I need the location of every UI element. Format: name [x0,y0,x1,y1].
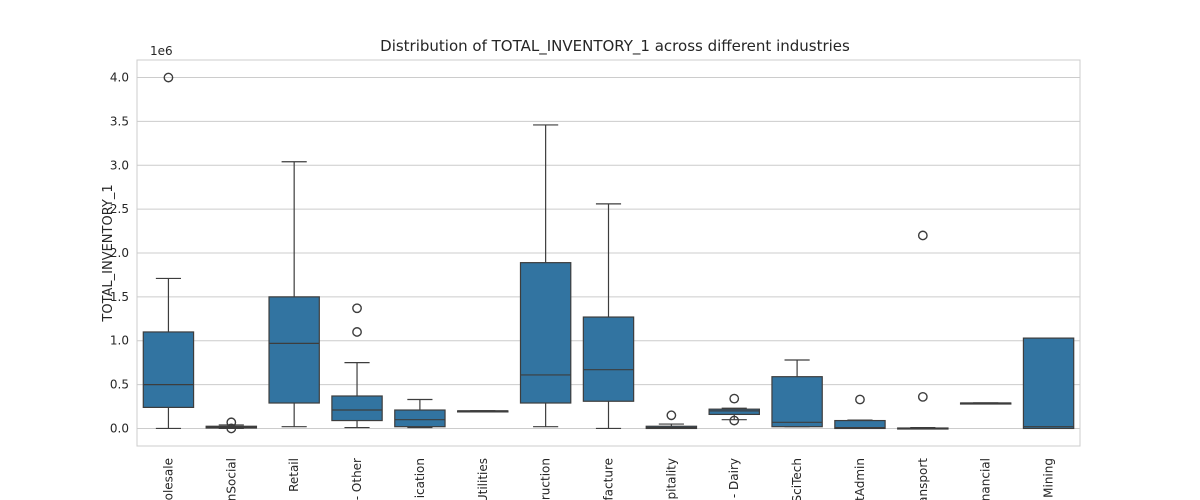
box-10 [708,393,760,426]
y-tick-label: 0.0 [110,421,129,435]
outlier-point [163,72,174,83]
boxes-layer [142,72,1075,434]
x-tick-label: truction [539,458,553,500]
box-4 [331,303,383,429]
box-body [394,409,446,428]
y-tick-label: 3.0 [110,158,129,172]
box-15 [1022,337,1075,430]
y-tick-label: 1.5 [110,290,129,304]
x-tick-label: nancial [979,458,993,500]
y-tick-label: 2.0 [110,246,129,260]
x-tick-label: nSocial [224,458,238,500]
box-body [331,395,383,422]
x-tick-label: facture [602,458,616,500]
box-5 [394,398,446,429]
box-body [519,262,572,404]
box-2 [205,417,258,434]
y-tick-labels: 0.0 0.5 1.0 1.5 2.0 2.5 3.0 3.5 4.0 [110,71,129,436]
box-body [771,376,823,428]
outlier-point [352,303,362,314]
box-3 [268,161,320,428]
outlier-point [352,327,362,337]
y-tick-label: 1.0 [110,334,129,348]
x-tick-label: Mining [1042,458,1056,498]
x-tick-label: tAdmin [853,458,867,500]
box-body [142,331,195,409]
x-tick-label: ication [413,458,427,498]
outlier-point [226,417,237,428]
box-body [268,296,320,404]
outlier-point [917,230,928,241]
x-tick-label: Utilities [476,458,490,500]
y-offset-label: 1e6 [150,44,173,58]
y-tick-label: 0.5 [110,378,129,392]
chart-title: Distribution of TOTAL_INVENTORY_1 across… [380,37,850,56]
y-tick-label: 3.5 [110,114,129,128]
plot-frame [136,59,1081,447]
y-tick-label: 4.0 [110,71,129,85]
box-13 [897,230,949,430]
box-9 [645,410,698,430]
y-axis-label: TOTAL_INVENTORY_1 [101,184,116,322]
box-14 [959,402,1012,405]
box-11 [771,359,823,428]
outlier-point [666,410,677,421]
y-tick-label: 2.5 [110,202,129,216]
x-tick-label: ansport [916,458,930,500]
outlier-point [729,393,740,404]
x-tick-label: spitality [664,458,678,500]
box-1 [142,72,195,430]
outlier-point [226,423,237,434]
x-tick-label: olesale [161,458,175,500]
box-7 [519,124,572,428]
box-body [582,316,635,402]
outlier-point [855,394,865,405]
x-tick-label: - Dairy [727,458,741,498]
box-body [708,408,760,416]
outlier-point [729,415,740,426]
outlier-point [917,391,928,402]
box-body [834,419,886,430]
x-tick-label: SciTech [790,458,804,500]
x-tick-label: - Other [350,458,364,500]
box-body [1022,337,1075,430]
box-8 [582,203,635,430]
box-6 [457,410,509,413]
x-tick-labels: olesale nSocial Retail - Other ication Utilit… [161,458,1055,500]
box-12 [834,394,886,430]
x-tick-label: Retail [287,458,301,492]
